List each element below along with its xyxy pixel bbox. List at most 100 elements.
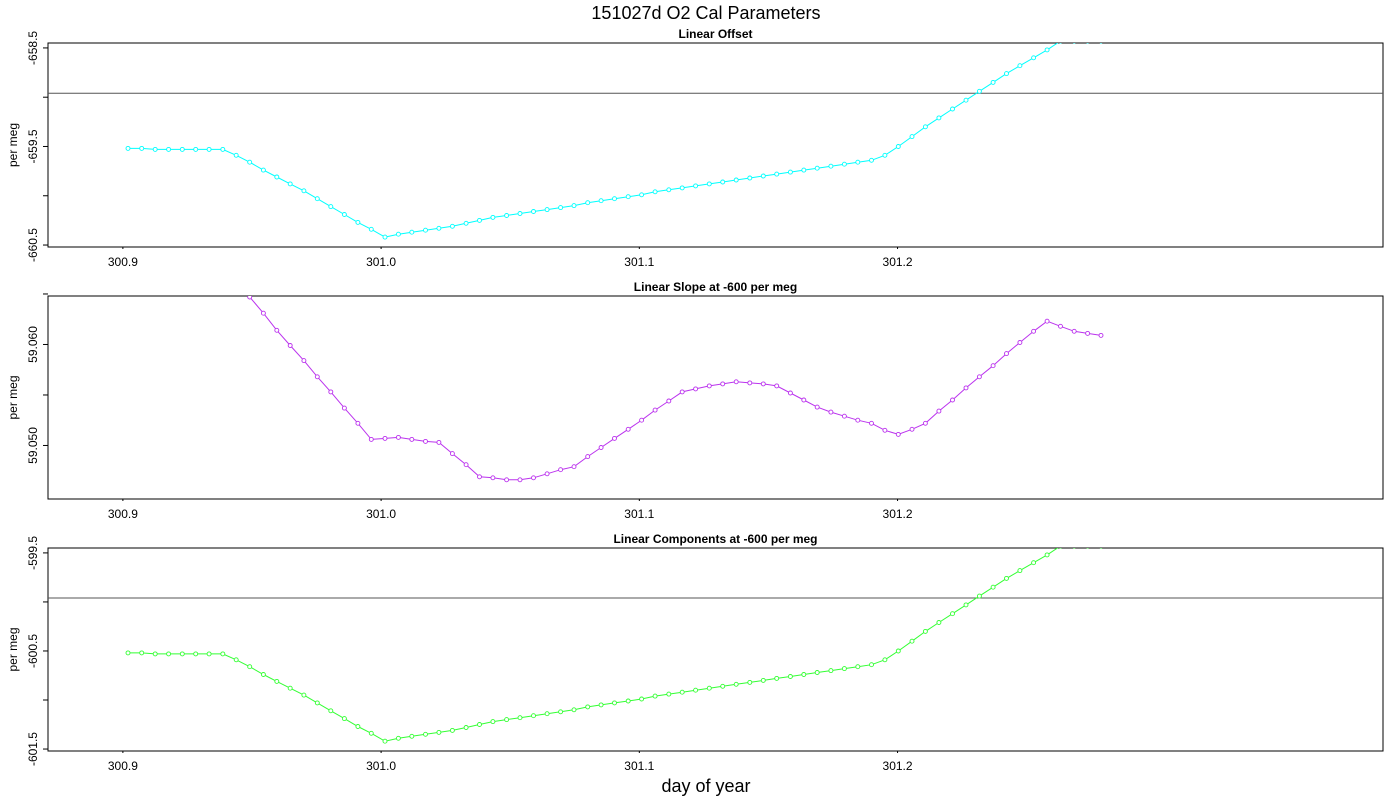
data-point	[1058, 323, 1063, 329]
data-point	[368, 730, 374, 736]
data-point	[652, 189, 658, 195]
data-point	[490, 214, 496, 220]
data-point	[490, 719, 496, 725]
data-point	[463, 462, 469, 468]
panel-2: Linear Slope at -600 per meg per meg 300.9…	[6, 265, 1384, 521]
data-point	[314, 374, 320, 380]
figure-xlabel: day of year	[661, 776, 750, 796]
data-point	[922, 628, 928, 634]
data-point	[355, 219, 361, 225]
panel-title: Linear Offset	[678, 27, 752, 41]
data-point	[274, 327, 280, 333]
data-point	[382, 738, 388, 744]
data-point	[260, 167, 266, 173]
data-point	[1004, 575, 1009, 581]
data-point	[666, 398, 672, 404]
data-point	[720, 683, 726, 689]
data-point	[301, 692, 307, 698]
data-point	[720, 179, 726, 185]
data-point	[558, 467, 564, 473]
data-point	[1044, 318, 1050, 324]
data-point	[139, 650, 145, 656]
data-point	[950, 106, 955, 112]
x-tick-label: 301.0	[366, 255, 396, 269]
data-point	[1072, 548, 1076, 549]
data-point	[855, 664, 861, 670]
data-point	[341, 212, 347, 217]
data-point	[909, 426, 915, 432]
data-point	[301, 358, 307, 364]
data-point	[1031, 560, 1037, 566]
data-point	[207, 265, 211, 269]
data-point	[1044, 552, 1050, 558]
data-point	[950, 397, 955, 403]
data-point	[436, 225, 442, 231]
data-point	[814, 670, 820, 675]
data-point	[220, 146, 226, 152]
y-tick-label: -599.5	[26, 536, 40, 570]
data-point	[139, 145, 145, 151]
figure-title: 151027d O2 Cal Parameters	[591, 3, 820, 23]
data-point	[814, 165, 820, 171]
panel-1: Linear Offset per meg 300.9 301.0 301.1 301.2…	[6, 27, 1384, 269]
data-point	[558, 709, 564, 715]
data-point	[1059, 43, 1062, 44]
x-tick-label: 301.1	[624, 759, 654, 773]
data-point	[287, 181, 293, 187]
data-point	[936, 115, 942, 121]
data-point	[963, 97, 969, 103]
data-point	[233, 657, 239, 663]
data-point	[787, 674, 793, 679]
data-point	[260, 672, 266, 677]
data-point	[855, 159, 861, 165]
data-point	[801, 672, 807, 677]
data-point	[247, 664, 253, 670]
data-point	[463, 220, 469, 226]
series-line	[128, 548, 1059, 742]
data-point	[936, 620, 942, 625]
data-point	[221, 265, 225, 269]
data-point	[395, 231, 401, 237]
data-point	[639, 696, 645, 702]
data-point	[1031, 328, 1037, 334]
data-point	[895, 431, 901, 437]
data-point	[1099, 548, 1103, 549]
data-point	[706, 685, 712, 691]
series-group	[207, 265, 1104, 483]
data-point	[585, 454, 591, 460]
data-point	[1017, 340, 1023, 345]
data-point	[841, 666, 847, 672]
panels-group: Linear Offset per meg 300.9 301.0 301.1 301.2…	[6, 27, 1384, 773]
data-point	[314, 196, 320, 202]
data-point	[706, 181, 712, 187]
data-point	[436, 439, 442, 445]
data-point	[976, 593, 982, 599]
data-point	[787, 390, 793, 396]
data-point	[1072, 43, 1076, 44]
data-point	[125, 145, 131, 151]
data-point	[287, 343, 293, 348]
data-point	[504, 717, 510, 723]
data-point	[720, 381, 726, 387]
data-point	[490, 475, 496, 481]
data-point	[504, 477, 510, 483]
series-line	[128, 43, 1059, 238]
data-point	[963, 385, 969, 391]
data-point	[679, 389, 685, 395]
x-tick-label: 300.9	[108, 255, 138, 269]
data-point	[1086, 548, 1090, 549]
data-point	[531, 209, 536, 214]
data-point	[612, 196, 617, 202]
data-point	[869, 157, 874, 163]
data-point	[558, 205, 564, 211]
data-point	[206, 651, 212, 657]
y-axis-label: per meg	[6, 123, 20, 167]
data-point	[760, 677, 766, 683]
data-point	[652, 693, 658, 699]
data-point	[869, 662, 874, 668]
panel-3: Linear Components at -600 per meg per meg…	[6, 532, 1384, 773]
data-point	[1017, 568, 1023, 574]
data-point	[639, 192, 645, 198]
data-point	[544, 207, 550, 213]
data-point	[747, 380, 753, 386]
